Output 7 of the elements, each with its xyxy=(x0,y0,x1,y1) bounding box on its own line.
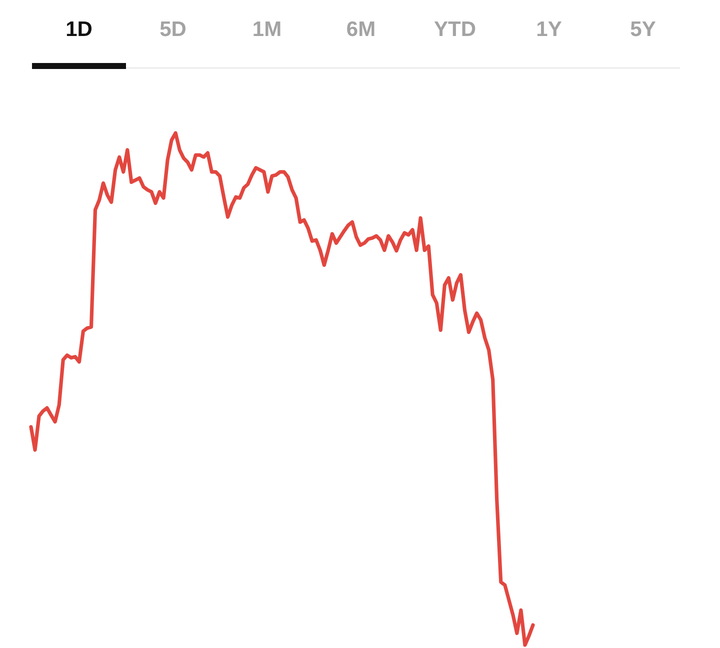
text: 1M xyxy=(252,18,282,41)
text: YTD xyxy=(434,18,476,41)
text: 5D xyxy=(160,18,186,41)
text: 6M xyxy=(346,18,376,41)
text: 1Y xyxy=(536,18,562,41)
text: 1D xyxy=(66,18,92,41)
text: 5Y xyxy=(630,18,656,41)
